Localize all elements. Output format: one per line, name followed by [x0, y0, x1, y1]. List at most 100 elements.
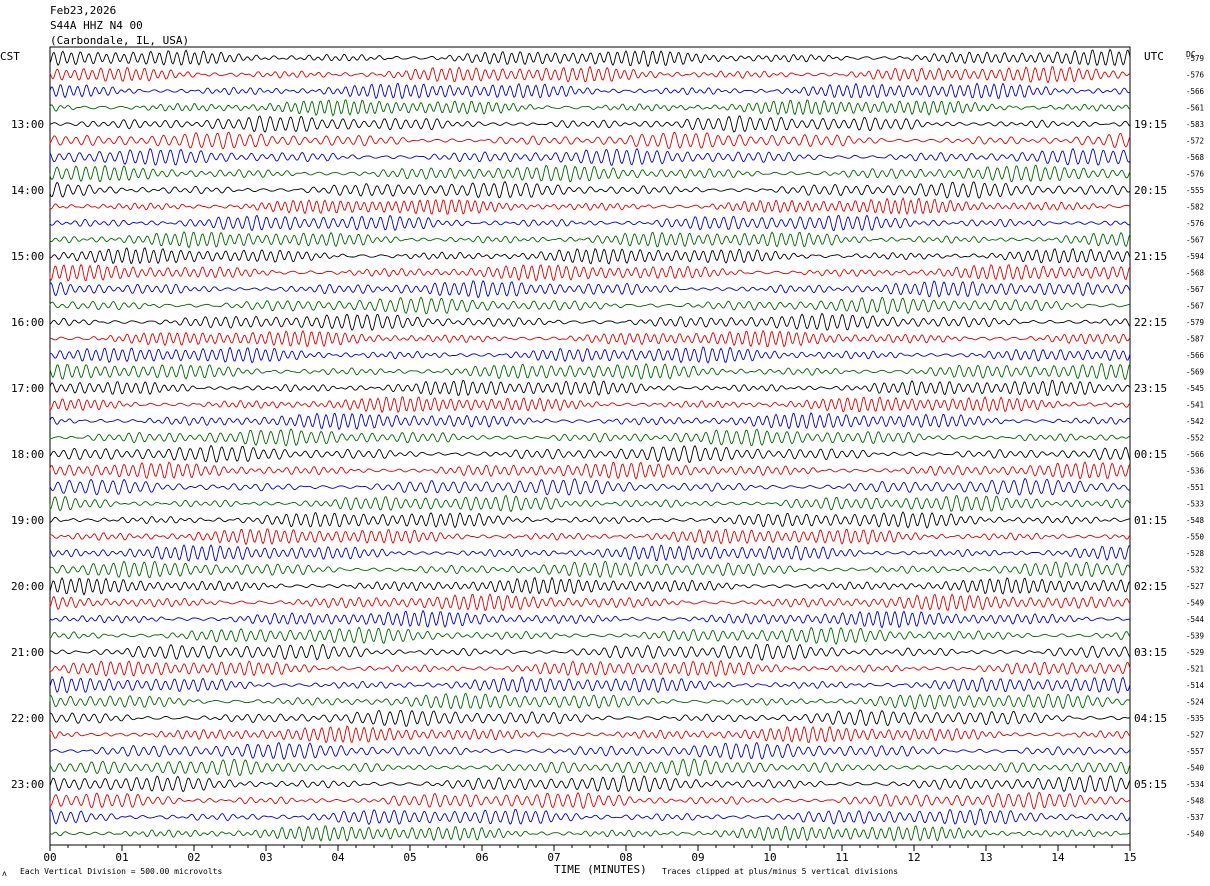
x-tick-label: 15: [1123, 851, 1136, 864]
left-hour-label: 15:00: [11, 250, 44, 263]
trace-line: [49, 758, 1131, 777]
dc-offset-label: -521: [1186, 665, 1204, 674]
trace-line: [49, 444, 1131, 463]
dc-offset-label: -527: [1186, 582, 1204, 591]
trace-line: [49, 65, 1131, 84]
trace-line: [49, 279, 1131, 299]
dc-offset-label: -533: [1186, 500, 1204, 509]
dc-offset-label: -540: [1186, 830, 1205, 839]
trace-line: [49, 725, 1131, 744]
dc-offset-label: -579: [1186, 54, 1204, 63]
x-tick-label: 01: [115, 851, 128, 864]
trace-line: [49, 412, 1131, 431]
right-hour-label: 03:15: [1134, 646, 1167, 659]
dc-offset-label: -527: [1186, 731, 1204, 740]
trace-line: [49, 511, 1131, 529]
right-hour-label: 02:15: [1134, 580, 1167, 593]
dc-offset-label: -587: [1186, 335, 1204, 344]
trace-line: [49, 544, 1131, 562]
dc-offset-label: -579: [1186, 318, 1204, 327]
trace-line: [49, 263, 1131, 282]
trace-line: [49, 675, 1131, 694]
header-station: S44A HHZ N4 00: [50, 19, 143, 32]
right-hour-label: 20:15: [1134, 184, 1167, 197]
dc-offset-header: DC: [1186, 50, 1196, 59]
x-tick-label: 05: [403, 851, 416, 864]
x-tick-label: 09: [691, 851, 704, 864]
right-hour-label: 23:15: [1134, 382, 1167, 395]
trace-line: [49, 576, 1131, 596]
trace-line: [49, 626, 1131, 645]
x-axis-title: TIME (MINUTES): [554, 863, 647, 876]
x-tick-label: 12: [907, 851, 920, 864]
dc-offset-label: -528: [1186, 549, 1205, 558]
dc-offset-label: -548: [1186, 516, 1205, 525]
x-tick-label: 02: [187, 851, 200, 864]
dc-offset-label: -552: [1186, 434, 1204, 443]
dc-offset-label: -532: [1186, 566, 1204, 575]
trace-line: [49, 477, 1131, 496]
dc-offset-label: -542: [1186, 417, 1204, 426]
trace-line: [49, 741, 1131, 761]
dc-offset-label: -535: [1186, 714, 1204, 723]
right-hour-label: 01:15: [1134, 514, 1167, 527]
left-hour-label: 20:00: [11, 580, 44, 593]
trace-line: [49, 528, 1131, 546]
left-hour-label: 22:00: [11, 712, 44, 725]
left-hour-label: 19:00: [11, 514, 44, 527]
left-hour-label: 18:00: [11, 448, 44, 461]
clip-note: Traces clipped at plus/minus 5 vertical …: [662, 867, 899, 876]
left-hour-label: 23:00: [11, 778, 44, 791]
dc-offset-label: -549: [1186, 599, 1204, 608]
dc-offset-label: -567: [1186, 302, 1204, 311]
trace-line: [49, 692, 1131, 710]
dc-offset-label: -569: [1186, 368, 1204, 377]
dc-offset-label: -541: [1186, 401, 1204, 410]
trace-line: [49, 131, 1131, 150]
dc-offset-label: -568: [1186, 269, 1205, 278]
x-tick-label: 00: [43, 851, 56, 864]
x-tick-label: 04: [331, 851, 345, 864]
dc-offset-label: -566: [1186, 351, 1205, 360]
x-tick-label: 13: [979, 851, 992, 864]
dc-offset-label: -529: [1186, 648, 1204, 657]
header-location: (Carbondale, IL, USA): [50, 34, 190, 47]
trace-line: [49, 808, 1131, 826]
right-hour-label: 21:15: [1134, 250, 1167, 263]
trace-line: [49, 296, 1131, 315]
trace-line: [49, 494, 1131, 513]
dc-offset-label: -566: [1186, 450, 1205, 459]
dc-offset-label: -524: [1186, 698, 1205, 707]
trace-line: [49, 428, 1131, 447]
trace-line: [49, 643, 1131, 661]
trace-line: [49, 346, 1131, 364]
dc-offset-label: -545: [1186, 384, 1204, 393]
header-date: Feb23,2026: [50, 4, 117, 17]
trace-line: [49, 461, 1131, 480]
dc-offset-label: -557: [1186, 747, 1204, 756]
dc-offset-label: -536: [1186, 467, 1205, 476]
left-hour-label: 16:00: [11, 316, 44, 329]
trace-line: [49, 312, 1131, 331]
x-tick-label: 10: [763, 851, 776, 864]
trace-line: [49, 593, 1131, 612]
dc-offset-label: -576: [1186, 170, 1205, 179]
trace-line: [49, 396, 1131, 414]
trace-line: [49, 247, 1131, 265]
dc-offset-label: -583: [1186, 120, 1204, 129]
dc-offset-label: -537: [1186, 813, 1204, 822]
dc-offset-label: -568: [1186, 153, 1205, 162]
dc-offset-label: -540: [1186, 764, 1205, 773]
dc-offset-label: -514: [1186, 681, 1205, 690]
dc-offset-label: -576: [1186, 219, 1205, 228]
x-tick-label: 11: [835, 851, 848, 864]
dc-offset-label: -534: [1186, 780, 1205, 789]
right-timezone-label: UTC: [1144, 50, 1164, 63]
right-hour-label: 04:15: [1134, 712, 1167, 725]
left-hour-label: 17:00: [11, 382, 44, 395]
left-hour-label: 13:00: [11, 118, 44, 131]
x-tick-label: 03: [259, 851, 272, 864]
x-tick-label: 08: [619, 851, 632, 864]
trace-line: [49, 825, 1131, 842]
dc-offset-label: -550: [1186, 533, 1205, 542]
